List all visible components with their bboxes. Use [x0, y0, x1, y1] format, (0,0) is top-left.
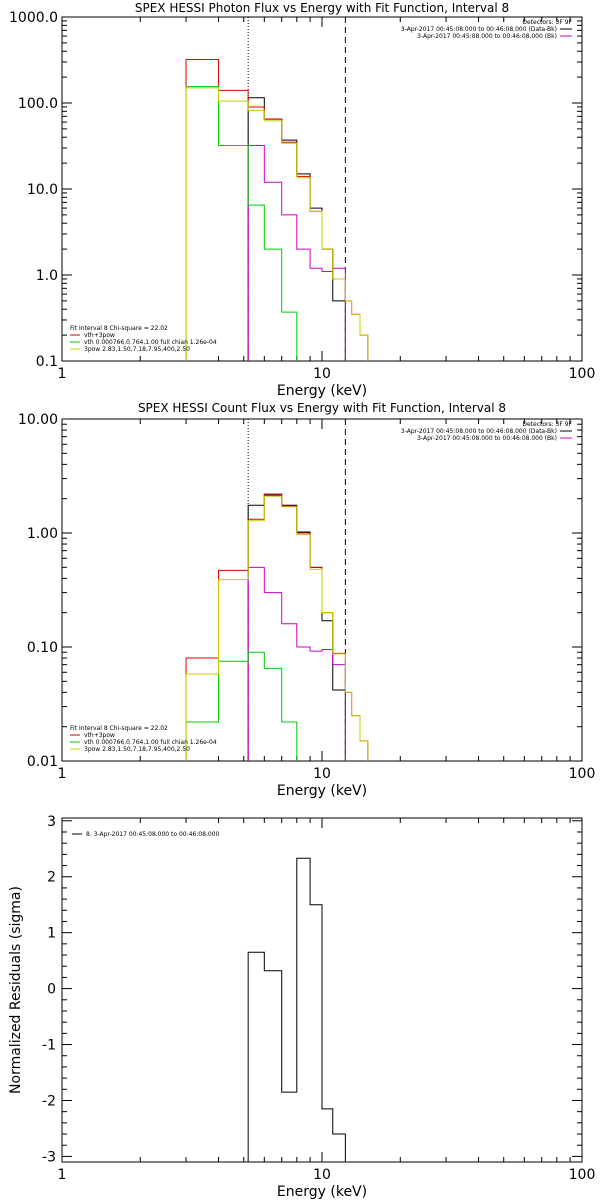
y-tick-label: -1: [42, 1038, 56, 1054]
y-tick-label: 1: [47, 926, 56, 942]
x-tick-label: 100: [569, 766, 596, 782]
series-3pow: [185, 495, 369, 761]
legend-entry-label: 8. 3-Apr-2017 00:45:08.000 to 00:46:08.0…: [86, 831, 219, 838]
legend-entry-label: vth+3pow: [84, 332, 115, 339]
y-tick-label: 10.00: [18, 412, 58, 428]
x-tick-label: 1: [58, 766, 67, 782]
x-tick-label: 100: [569, 1167, 596, 1183]
series-3pow: [185, 87, 369, 361]
legend-entry-label: 3-Apr-2017 00:45:08.000 to 00:46:08.000 …: [401, 428, 557, 435]
y-tick-label: -3: [42, 1149, 56, 1165]
series-group: [247, 857, 346, 1162]
plot-frame: [61, 16, 583, 362]
x-tick-label: 1: [58, 366, 67, 382]
legend-entry-label: vth+3pow: [84, 732, 115, 739]
legend-entry-label: vth 0.000766,0.764,1.00 full chian 1.26e…: [84, 339, 217, 346]
series-bk: [247, 566, 346, 761]
legend-entry-label: vth 0.000766,0.764,1.00 full chian 1.26e…: [84, 739, 217, 746]
chart-title: SPEX HESSI Count Flux vs Energy with Fit…: [138, 401, 506, 415]
y-tick-label: 0.1: [36, 354, 58, 370]
series-group: [185, 493, 369, 761]
legend-header: Fit Interval 8 Chi-square = 22.02: [70, 725, 168, 732]
legend-header: Detectors: 3F 9F: [522, 19, 572, 26]
x-tick-label: 10: [313, 366, 331, 382]
legend-header: Detectors: 3F 9F: [522, 421, 572, 428]
y-tick-label: 1.00: [27, 526, 58, 542]
series-8-3-apr-2017-00-45-08-000-to-00-46-08-000: [247, 857, 346, 1162]
y-tick-label: 0.01: [27, 754, 58, 770]
series-vth: [185, 651, 298, 761]
y-tick-label: 2: [47, 870, 56, 886]
series-vth-3pow: [185, 59, 369, 361]
y-tick-label: 10.0: [27, 182, 58, 198]
legend-entry-label: 3-Apr-2017 00:45:08.000 to 00:46:08.000 …: [401, 26, 557, 33]
series-vth-3pow: [185, 493, 369, 761]
y-tick-label: 0: [47, 982, 56, 998]
x-axis-label: Energy (keV): [277, 783, 367, 799]
x-axis-label: Energy (keV): [277, 383, 367, 399]
y-axis-label: Normalized Residuals (sigma): [8, 886, 24, 1094]
x-tick-label: 1: [58, 1167, 67, 1183]
x-tick-label: 10: [313, 1167, 331, 1183]
x-tick-label: 100: [569, 366, 596, 382]
legend-header: Fit Interval 8 Chi-square = 22.02: [70, 325, 168, 332]
y-tick-label: -2: [42, 1093, 56, 1109]
legend-entry-label: 3-Apr-2017 00:45:08.000 to 00:46:08.000 …: [417, 33, 557, 40]
panel-photon: SPEX HESSI Photon Flux vs Energy with Fi…: [9, 1, 595, 399]
x-axis-label: Energy (keV): [277, 1184, 367, 1200]
series-vth: [185, 86, 298, 361]
y-tick-label: 3: [47, 814, 56, 830]
y-tick-label: 1.0: [36, 268, 58, 284]
legend-entry-label: 3pow 2.83,1.50,7.18,7.95,400,2.50: [84, 346, 190, 353]
chart-title: SPEX HESSI Photon Flux vs Energy with Fi…: [135, 1, 509, 15]
legend-entry-label: 3-Apr-2017 00:45:08.000 to 00:46:08.000 …: [417, 435, 557, 442]
y-tick-label: 1000.0: [9, 10, 58, 26]
panel-count: SPEX HESSI Count Flux vs Energy with Fit…: [18, 401, 595, 799]
x-tick-label: 10: [313, 766, 331, 782]
y-tick-label: 0.10: [27, 640, 58, 656]
y-tick-label: 100.0: [18, 96, 58, 112]
legend-entry-label: 3pow 2.83,1.50,7.18,7.95,400,2.50: [84, 746, 190, 753]
series-group: [185, 59, 369, 361]
